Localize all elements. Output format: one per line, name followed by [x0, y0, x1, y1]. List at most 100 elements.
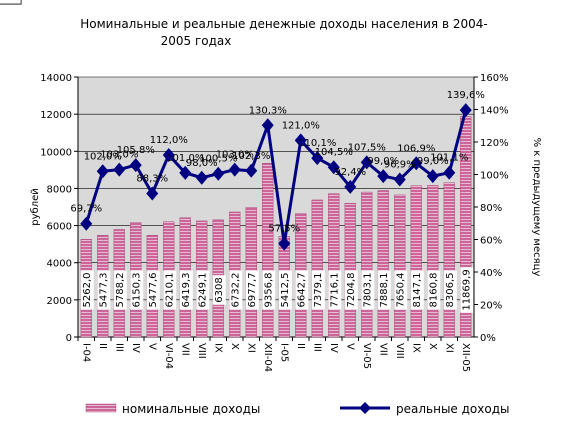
- y-tick-label: 0: [66, 333, 72, 344]
- label-box: [130, 270, 144, 310]
- data-label: 7650,4: [395, 273, 406, 308]
- x-tick-label: IX: [410, 343, 421, 353]
- label-box: [394, 270, 408, 310]
- label-box: [361, 270, 375, 310]
- data-label: 6732,2: [230, 273, 241, 308]
- data-label: 7803,1: [362, 273, 373, 308]
- x-tick-label: III: [113, 343, 124, 352]
- data-label: 6249,1: [197, 273, 208, 308]
- y-tick-label: 4000: [47, 259, 72, 270]
- label-box: [245, 270, 259, 310]
- data-label: 110,1%: [298, 138, 336, 149]
- data-label: 88,3%: [136, 174, 168, 185]
- data-label-group: 7803,1: [361, 270, 375, 310]
- label-box: [146, 270, 160, 310]
- label-box: [229, 270, 243, 310]
- marker: [459, 103, 472, 118]
- data-label: 106,9%: [397, 143, 435, 154]
- x-tick-label: VI-04: [163, 343, 174, 369]
- data-label: 121,0%: [282, 120, 320, 131]
- y2-tick-label: 20%: [480, 301, 502, 312]
- data-label-group: 6150,3: [130, 270, 144, 310]
- bar: [311, 199, 323, 338]
- marker: [96, 164, 109, 179]
- label-box: [328, 270, 342, 310]
- data-label: 6308: [214, 277, 225, 302]
- bar: [262, 163, 274, 338]
- data-label-group: 5477,3: [97, 270, 111, 310]
- data-label-group: 6419,3: [179, 270, 193, 310]
- data-label: 139,6%: [447, 90, 485, 101]
- legend-label: номинальные доходы: [122, 402, 260, 416]
- data-label-group: 7888,1: [377, 270, 391, 310]
- data-label-group: 8147,1: [410, 270, 424, 310]
- data-label: 7888,1: [379, 273, 390, 308]
- label-box: [113, 270, 127, 310]
- data-label: 101,0%: [166, 153, 204, 164]
- label-box: [196, 270, 210, 310]
- y-tick-label: 6000: [47, 222, 72, 233]
- x-tick-label: XII-04: [262, 343, 273, 372]
- data-label: 103,0%: [100, 150, 138, 161]
- data-label: 101,1%: [430, 153, 468, 164]
- y-tick-label: 10000: [40, 147, 72, 158]
- label-box: [80, 270, 94, 310]
- legend-swatch: [359, 402, 371, 414]
- label-box: [410, 270, 424, 310]
- bar: [394, 194, 406, 338]
- data-label-group: 9356,8: [262, 270, 276, 310]
- data-label: 98,0%: [186, 158, 218, 169]
- legend-swatch: [85, 403, 117, 413]
- x-tick-label: XII-05: [460, 343, 471, 372]
- data-label-group: 7379,1: [311, 270, 325, 310]
- data-label: 103,0%: [216, 150, 254, 161]
- y2-tick-label: 40%: [480, 268, 502, 279]
- data-label-group: 7716,1: [328, 270, 342, 310]
- data-label: 6419,3: [181, 273, 192, 308]
- marker: [113, 162, 126, 177]
- data-label-group: 6308: [212, 275, 226, 305]
- y-tick-label: 2000: [47, 296, 72, 307]
- data-label: 57,5%: [268, 224, 300, 235]
- bar: [443, 182, 455, 338]
- data-label: 7379,1: [313, 273, 324, 308]
- label-box: [295, 270, 309, 310]
- marker: [443, 165, 456, 180]
- data-label: 69,7%: [70, 204, 102, 215]
- marker: [294, 133, 307, 148]
- data-label-group: 5477,6: [146, 270, 160, 310]
- x-tick-label: X: [427, 343, 438, 350]
- data-label: 6210,1: [164, 273, 175, 308]
- data-label-group: 7650,4: [394, 270, 408, 310]
- bar: [377, 190, 389, 338]
- data-label: 102,0%: [84, 151, 122, 162]
- data-label: 102,3%: [232, 151, 270, 162]
- data-label: 5262,0: [82, 273, 93, 308]
- x-tick-label: XI: [245, 343, 256, 353]
- chart-title: 2005 годах: [161, 34, 232, 48]
- y-tick-label: 12000: [40, 110, 72, 121]
- data-label-group: 6977,7: [245, 270, 259, 310]
- data-label: 8160,8: [428, 273, 439, 308]
- label-box: [460, 267, 474, 313]
- y2-axis-label: % к предыдущему месяцу: [531, 138, 542, 277]
- data-label: 99,0%: [367, 156, 399, 167]
- y-tick-label: 14000: [40, 73, 72, 84]
- y2-tick-label: 160%: [480, 73, 509, 84]
- label-box: [262, 270, 276, 310]
- label-box: [427, 270, 441, 310]
- data-label: 7716,1: [329, 273, 340, 308]
- marker: [360, 155, 373, 170]
- data-label: 92,4%: [334, 167, 366, 178]
- data-label: 5788,2: [115, 273, 126, 308]
- x-tick-label: X: [229, 343, 240, 350]
- data-label: 7204,8: [346, 273, 357, 308]
- y2-tick-label: 120%: [480, 138, 509, 149]
- x-tick-label: VIII: [394, 343, 405, 359]
- x-tick-label: V: [344, 343, 355, 350]
- x-tick-label: VI-05: [361, 343, 372, 369]
- data-label-group: 6642,7: [295, 270, 309, 310]
- data-label: 9356,8: [263, 273, 274, 308]
- data-label-group: 5788,2: [113, 270, 127, 310]
